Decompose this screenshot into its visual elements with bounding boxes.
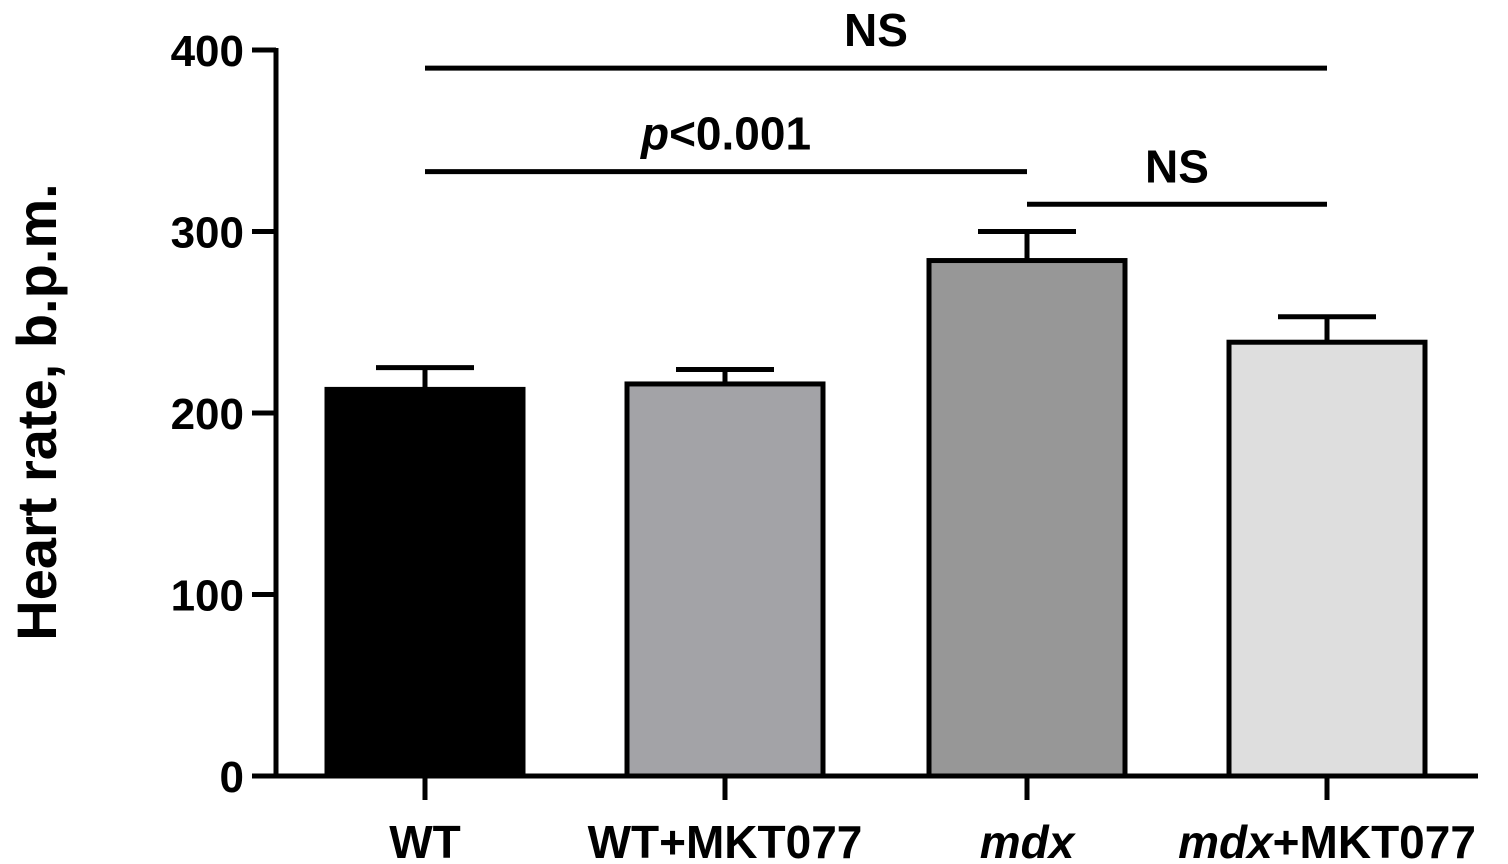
x-tick-label-italic: mdx [1178,816,1275,864]
significance-label-italic: p [639,108,669,160]
x-ticks-layer: WT WT+MKT077 mdx mdx+MKT077 [389,776,1476,864]
bar-mdx [926,258,1128,779]
y-tick-label: 400 [171,27,244,76]
significance-label-text: <0.001 [669,108,811,160]
y-axis-title: Heart rate, b.p.m. [5,183,68,640]
x-tick-label-text: WT+MKT077 [588,816,863,864]
x-tick-label-text: +MKT077 [1273,816,1476,864]
bar-WT+MKT077 [624,381,826,779]
bar-WT [324,386,526,779]
x-tick-label: WT+MKT077 [588,816,863,864]
significance-label: NS [844,4,908,56]
significance-label: NS [1145,140,1209,192]
y-tick-label: 300 [171,209,244,258]
x-tick-label-text: WT [389,816,461,864]
x-tick-label-italic: mdx [980,816,1077,864]
y-tick-label: 100 [171,572,244,621]
y-tick-label: 200 [171,390,244,439]
x-tick-label: mdx+MKT077 [1178,816,1476,864]
y-tick-label: 0 [220,753,244,802]
x-tick-label: WT [389,816,461,864]
significance-label-text: NS [1145,140,1209,192]
x-tick-label: mdx [980,816,1077,864]
bars-layer [324,258,1428,779]
bar-mdx+MKT077 [1226,339,1428,779]
significance-label: p<0.001 [639,108,811,160]
y-ticks-layer: 0 100 200 300 400 [171,27,276,802]
significance-layer: NS p<0.001 NS [425,4,1327,207]
significance-label-text: NS [844,4,908,56]
error-bars-layer [376,229,1376,390]
